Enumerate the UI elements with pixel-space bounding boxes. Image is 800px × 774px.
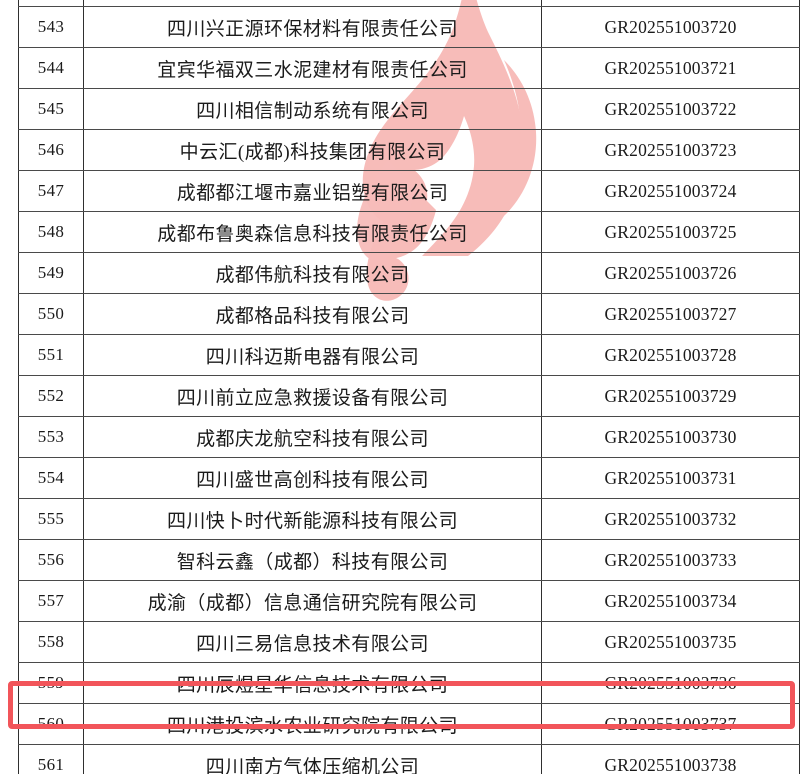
row-certificate-code: GR202551003735 [541,621,800,663]
row-certificate-code: GR202551003728 [541,334,800,376]
table-row: 561 四川南方气体压缩机公司 GR202551003738 [18,744,800,774]
row-company-name: 成都格品科技有限公司 [83,293,542,335]
row-index: 547 [18,170,84,212]
row-certificate-code: GR202551003721 [541,47,800,89]
row-certificate-code: GR202551003730 [541,416,800,458]
row-index: 558 [18,621,84,663]
row-company-name: 四川兴正源环保材料有限责任公司 [83,6,542,48]
row-certificate-code: GR202551003723 [541,129,800,171]
row-certificate-code: GR202551003732 [541,498,800,540]
row-index: 545 [18,88,84,130]
row-company-name: 四川三易信息技术有限公司 [83,621,542,663]
row-company-name: 四川南方气体压缩机公司 [83,744,542,774]
row-company-name: 四川前立应急救援设备有限公司 [83,375,542,417]
row-company-name: 智科云鑫（成都）科技有限公司 [83,539,542,581]
row-index: 561 [18,744,84,774]
row-index: 553 [18,416,84,458]
table-row: 546 中云汇(成都)科技集团有限公司 GR202551003723 [18,129,800,171]
row-certificate-code: GR202551003736 [541,662,800,704]
row-certificate-code: GR202551003727 [541,293,800,335]
row-certificate-code: GR202551003725 [541,211,800,253]
row-certificate-code: GR202551003720 [541,6,800,48]
row-index: 554 [18,457,84,499]
row-index: 552 [18,375,84,417]
row-company-name: 四川相信制动系统有限公司 [83,88,542,130]
row-index: 551 [18,334,84,376]
table-row: 544 宜宾华福双三水泥建材有限责任公司 GR202551003721 [18,47,800,89]
row-certificate-code: GR202551003724 [541,170,800,212]
row-certificate-code: GR202551003737 [541,703,800,745]
row-certificate-code: GR202551003738 [541,744,800,774]
row-certificate-code: GR202551003722 [541,88,800,130]
table-row: 554 四川盛世高创科技有限公司 GR202551003731 [18,457,800,499]
table-row: 547 成都都江堰市嘉业铝塑有限公司 GR202551003724 [18,170,800,212]
table-row: 558 四川三易信息技术有限公司 GR202551003735 [18,621,800,663]
table-row: 545 四川相信制动系统有限公司 GR202551003722 [18,88,800,130]
row-index: 543 [18,6,84,48]
row-index: 549 [18,252,84,294]
row-index: 560 [18,703,84,745]
company-list-table: 543 四川兴正源环保材料有限责任公司 GR202551003720 544 宜… [18,0,800,774]
table-row: 548 成都布鲁奥森信息科技有限责任公司 GR202551003725 [18,211,800,253]
table-row: 557 成渝（成都）信息通信研究院有限公司 GR202551003734 [18,580,800,622]
row-company-name: 成都都江堰市嘉业铝塑有限公司 [83,170,542,212]
row-index: 550 [18,293,84,335]
row-certificate-code: GR202551003726 [541,252,800,294]
table-row: 551 四川科迈斯电器有限公司 GR202551003728 [18,334,800,376]
row-certificate-code: GR202551003729 [541,375,800,417]
row-company-name: 四川盛世高创科技有限公司 [83,457,542,499]
row-company-name: 中云汇(成都)科技集团有限公司 [83,129,542,171]
row-company-name: 四川辰煜星华信息技术有限公司 [83,662,542,704]
row-index: 559 [18,662,84,704]
row-company-name: 宜宾华福双三水泥建材有限责任公司 [83,47,542,89]
row-company-name: 四川科迈斯电器有限公司 [83,334,542,376]
row-index: 557 [18,580,84,622]
row-certificate-code: GR202551003731 [541,457,800,499]
row-company-name: 成都布鲁奥森信息科技有限责任公司 [83,211,542,253]
row-index: 546 [18,129,84,171]
row-company-name: 成都伟航科技有限公司 [83,252,542,294]
table-row-highlighted: 560 四川港投滨水农业研究院有限公司 GR202551003737 [18,703,800,745]
row-certificate-code: GR202551003734 [541,580,800,622]
table-row: 550 成都格品科技有限公司 GR202551003727 [18,293,800,335]
row-index: 544 [18,47,84,89]
table-body: 543 四川兴正源环保材料有限责任公司 GR202551003720 544 宜… [18,0,800,774]
table-row: 552 四川前立应急救援设备有限公司 GR202551003729 [18,375,800,417]
row-index: 556 [18,539,84,581]
row-company-name: 成都庆龙航空科技有限公司 [83,416,542,458]
row-index: 555 [18,498,84,540]
row-company-name: 成渝（成都）信息通信研究院有限公司 [83,580,542,622]
table-row: 549 成都伟航科技有限公司 GR202551003726 [18,252,800,294]
row-company-name: 四川快卜时代新能源科技有限公司 [83,498,542,540]
table-row: 556 智科云鑫（成都）科技有限公司 GR202551003733 [18,539,800,581]
table-row: 559 四川辰煜星华信息技术有限公司 GR202551003736 [18,662,800,704]
row-index: 548 [18,211,84,253]
table-row: 553 成都庆龙航空科技有限公司 GR202551003730 [18,416,800,458]
table-row: 543 四川兴正源环保材料有限责任公司 GR202551003720 [18,6,800,48]
row-certificate-code: GR202551003733 [541,539,800,581]
table-row: 555 四川快卜时代新能源科技有限公司 GR202551003732 [18,498,800,540]
row-company-name: 四川港投滨水农业研究院有限公司 [83,703,542,745]
